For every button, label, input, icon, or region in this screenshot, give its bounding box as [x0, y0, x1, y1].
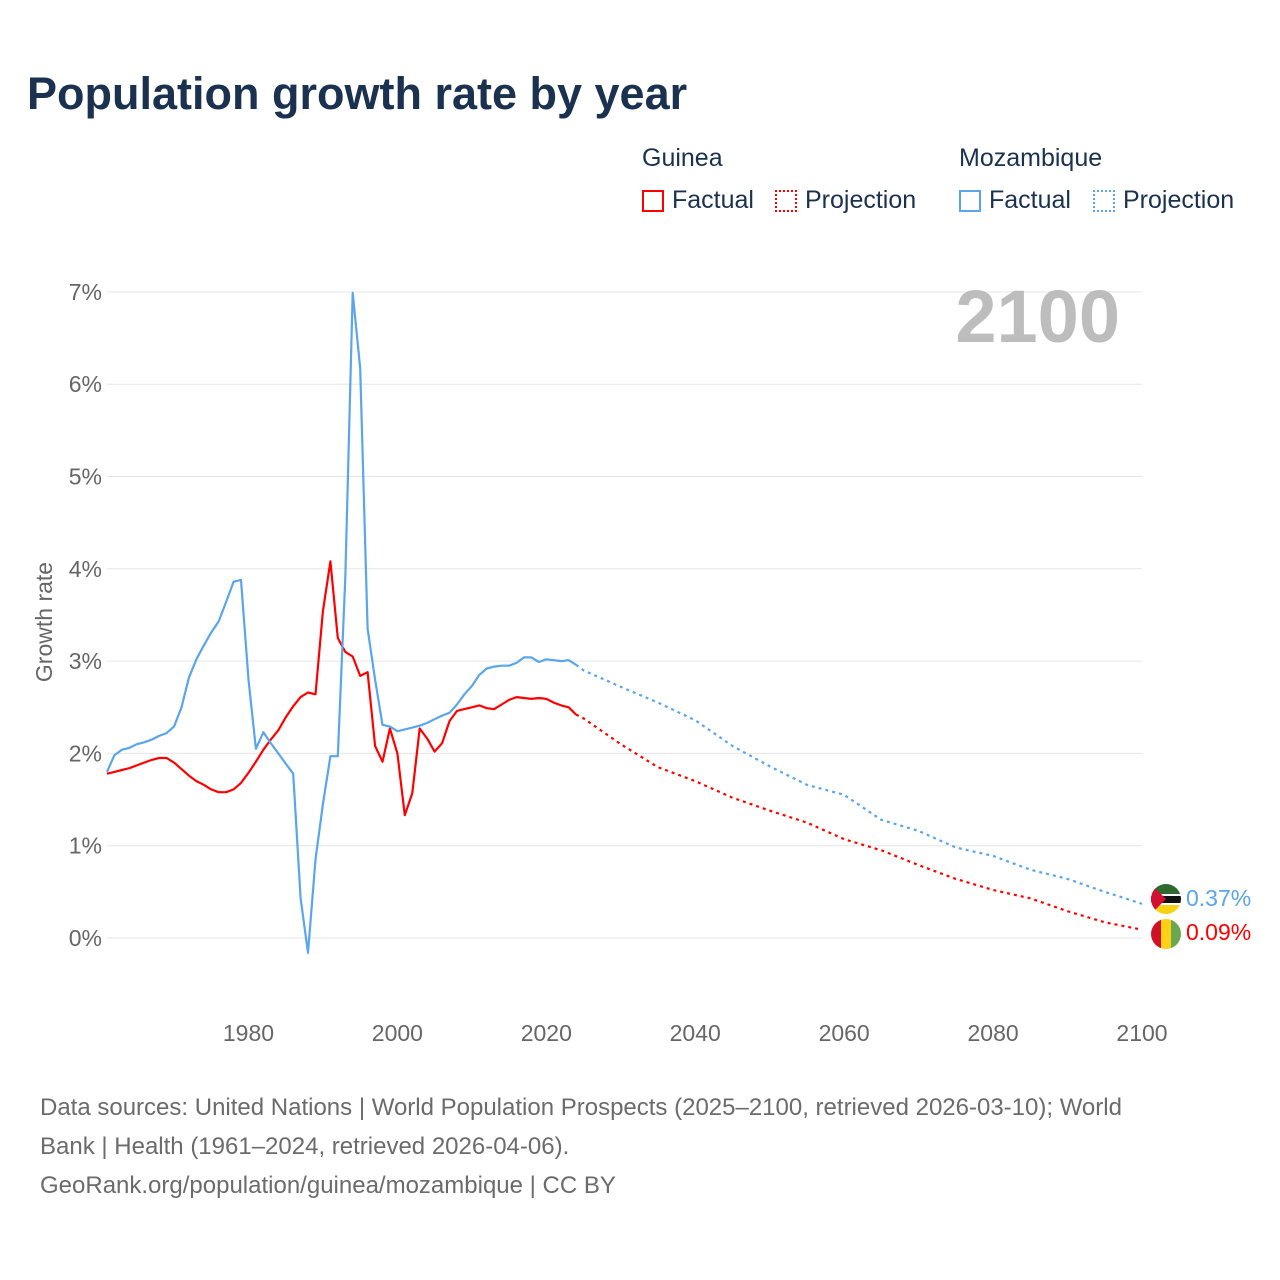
legend-guinea-projection[interactable]: Projection: [775, 186, 916, 215]
x-axis-ticks: 1980 2000 2020 2040 2060 2080 2100: [223, 1020, 1168, 1046]
y-tick-label: 4%: [69, 556, 102, 582]
footer-line[interactable]: GeoRank.org/population/guinea/mozambique…: [40, 1172, 616, 1199]
guinea-flag-icon: [1151, 919, 1181, 949]
y-tick-label: 2%: [69, 740, 102, 766]
x-tick-label: 1980: [223, 1020, 274, 1046]
footer-line: Bank | Health (1961–2024, retrieved 2026…: [40, 1133, 570, 1160]
x-tick-label: 2060: [819, 1020, 870, 1046]
legend-swatch-dotted: [1093, 189, 1115, 212]
legend-swatch-solid: [642, 189, 664, 212]
legend-mozambique-factual[interactable]: Factual: [959, 186, 1071, 215]
y-axis-label: Growth rate: [31, 562, 57, 682]
legend-swatch-solid: [959, 189, 981, 212]
y-tick-label: 5%: [69, 464, 102, 490]
x-tick-label: 2000: [372, 1020, 423, 1046]
series-lines: [105, 291, 1143, 954]
y-axis-ticks: 0% 1% 2% 3% 4% 5% 6% 7%: [69, 279, 102, 951]
legend-label: Factual: [672, 186, 754, 214]
y-tick-label: 7%: [69, 279, 102, 305]
x-tick-label: 2020: [521, 1020, 572, 1046]
mozambique-end-label: 0.37%: [1186, 885, 1251, 911]
year-display: 2100: [955, 275, 1120, 358]
legend-mozambique-projection[interactable]: Projection: [1093, 186, 1234, 215]
y-tick-label: 6%: [69, 371, 102, 397]
y-tick-label: 0%: [69, 925, 102, 951]
y-tick-label: 1%: [69, 833, 102, 859]
legend-swatch-dotted: [775, 189, 797, 212]
y-tick-label: 3%: [69, 648, 102, 674]
guinea-projection-line: [575, 713, 1143, 931]
footer-sources: Data sources: United Nations | World Pop…: [40, 1088, 1240, 1205]
mozambique-projection-line: [575, 663, 1143, 905]
x-tick-label: 2080: [967, 1020, 1018, 1046]
mozambique-factual-line: [105, 291, 577, 954]
legend-label: Factual: [989, 186, 1071, 214]
legend-group-mozambique: Mozambique: [959, 144, 1103, 172]
gridlines: [107, 291, 1142, 939]
legend-label: Projection: [1123, 186, 1235, 214]
legend-label: Projection: [805, 186, 917, 214]
x-tick-label: 2040: [670, 1020, 721, 1046]
guinea-end-label: 0.09%: [1186, 919, 1251, 945]
x-tick-label: 2100: [1116, 1020, 1167, 1046]
mozambique-flag-icon: [1151, 884, 1181, 914]
footer-line: Data sources: United Nations | World Pop…: [40, 1094, 1122, 1121]
legend-group-guinea: Guinea: [642, 144, 723, 172]
chart-title: Population growth rate by year: [27, 68, 688, 119]
legend-guinea-factual[interactable]: Factual: [642, 186, 754, 215]
